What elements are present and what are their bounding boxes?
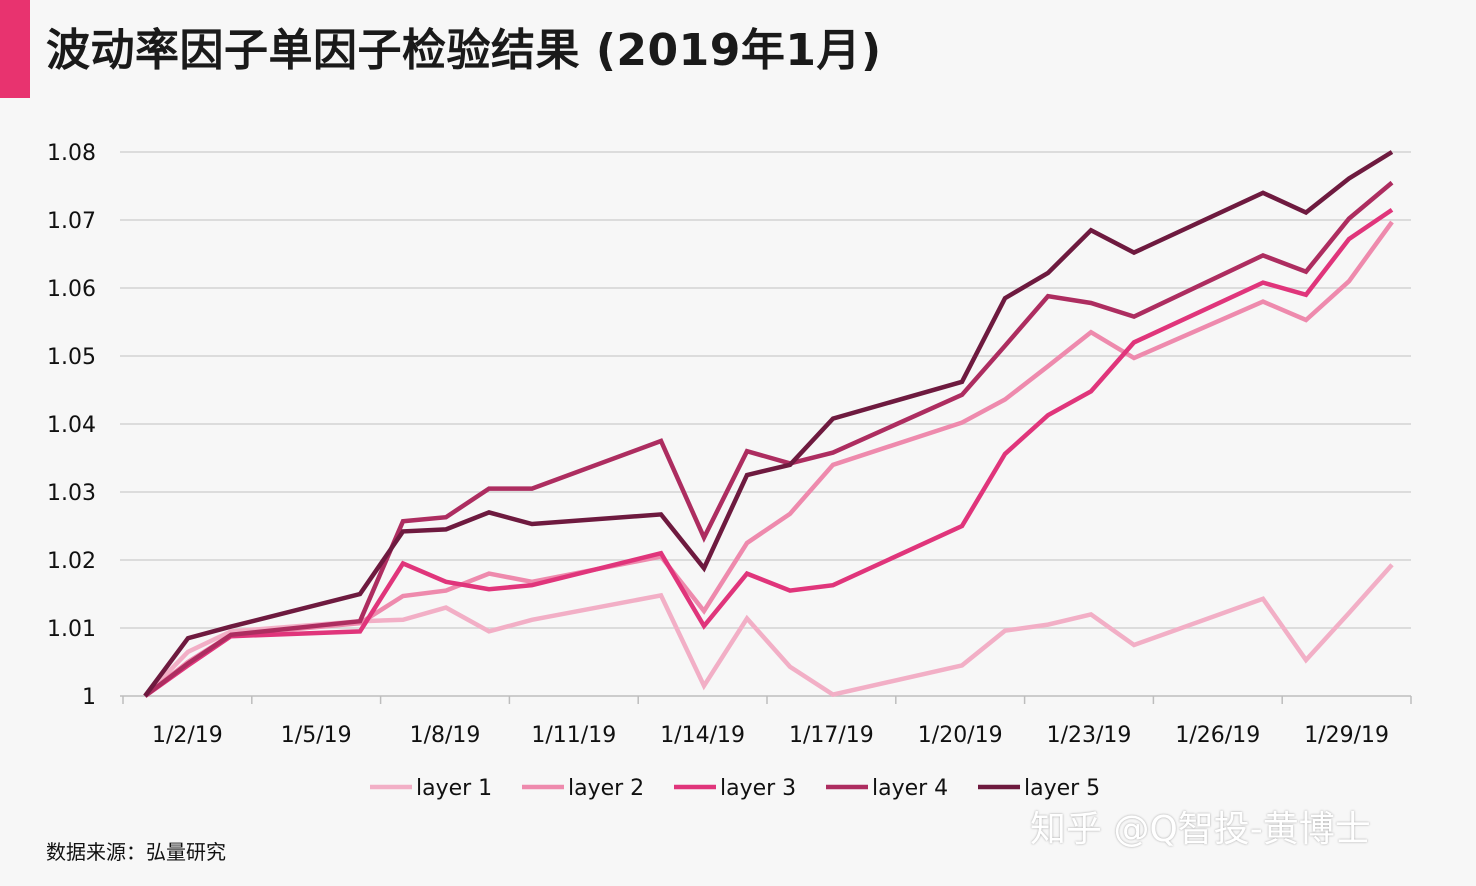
- x-tick-label: 1/2/19: [152, 723, 223, 748]
- series-line-layer-1: [143, 563, 1394, 698]
- x-tick-label: 1/26/19: [1175, 723, 1260, 748]
- y-tick-label: 1.01: [47, 617, 96, 642]
- y-tick-label: 1.04: [47, 413, 96, 438]
- series-line-layer-3: [143, 207, 1394, 698]
- y-tick-label: 1.03: [47, 481, 96, 506]
- data-source-note: 数据来源：弘量研究: [46, 840, 226, 864]
- y-tick-label: 1.07: [47, 209, 96, 234]
- x-axis-tick-labels: 1/2/19 1/5/19 1/8/19 1/11/19 1/14/19 1/17/19 1…: [152, 723, 1389, 748]
- y-tick-label: 1.08: [47, 141, 96, 166]
- gridlines: [120, 151, 1411, 629]
- y-tick-label: 1.06: [47, 277, 96, 302]
- x-tick-label: 1/5/19: [281, 723, 352, 748]
- legend-label: layer 4: [872, 776, 948, 801]
- x-tick-label: 1/20/19: [918, 723, 1003, 748]
- legend-label: layer 5: [1024, 776, 1100, 801]
- watermark: 知乎 @Q智投-黄博士: [1030, 809, 1371, 850]
- series-line-layer-5: [143, 150, 1394, 698]
- legend-label: layer 1: [416, 776, 492, 801]
- legend-label: layer 3: [720, 776, 796, 801]
- y-tick-label: 1.05: [47, 345, 96, 370]
- legend-label: layer 2: [568, 776, 644, 801]
- chart-title: 波动率因子单因子检验结果 (2019年1月): [46, 25, 882, 76]
- x-tick-label: 1/11/19: [531, 723, 616, 748]
- title-accent-bar: [0, 0, 30, 98]
- x-tick-label: 1/14/19: [660, 723, 745, 748]
- x-axis: [120, 695, 1412, 704]
- series-line-layer-4: [143, 180, 1394, 698]
- legend: layer 1 layer 2 layer 3 layer 4 layer 5: [370, 776, 1100, 801]
- series-lines: [143, 150, 1394, 698]
- x-tick-label: 1/17/19: [789, 723, 874, 748]
- x-tick-label: 1/8/19: [410, 723, 481, 748]
- y-tick-label: 1: [82, 685, 96, 710]
- y-axis-tick-labels: 1 1.01 1.02 1.03 1.04 1.05 1.06 1.07 1.08: [47, 141, 96, 710]
- y-tick-label: 1.02: [47, 549, 96, 574]
- x-tick-label: 1/23/19: [1047, 723, 1132, 748]
- x-tick-label: 1/29/19: [1304, 723, 1389, 748]
- series-line-layer-2: [143, 220, 1394, 698]
